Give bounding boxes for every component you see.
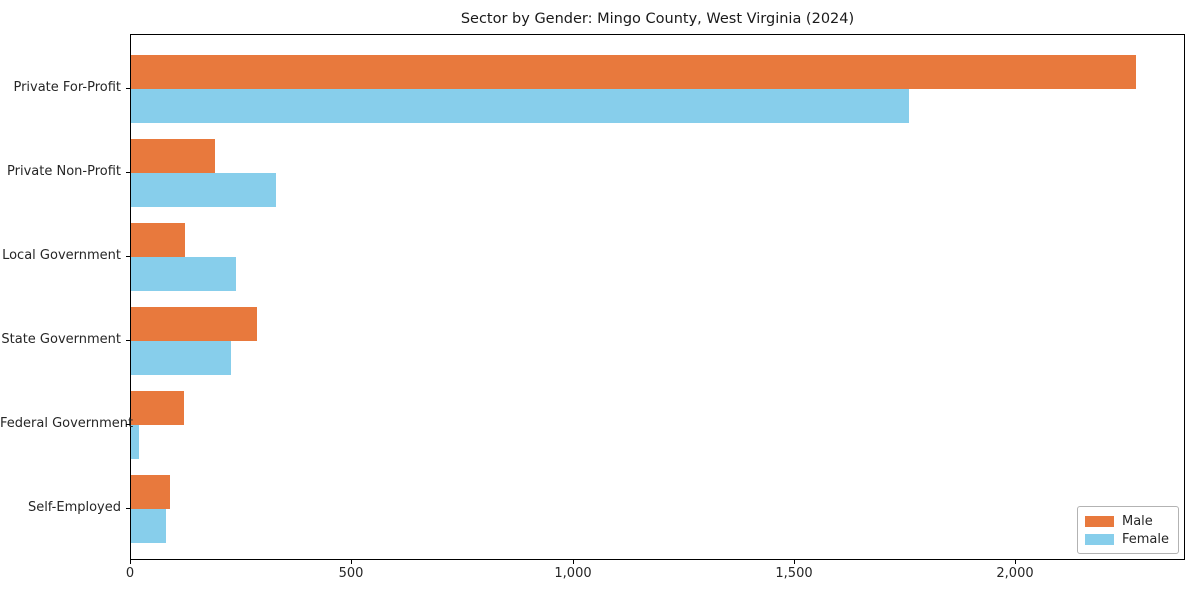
x-tick-mark: [351, 560, 352, 564]
x-tick-label: 0: [125, 566, 135, 581]
bar-female-3: [131, 257, 236, 291]
x-tick-label: 1,000: [554, 566, 592, 581]
y-tick-mark: [126, 340, 130, 341]
y-tick-label: Federal Government: [0, 416, 134, 431]
y-tick-mark: [126, 508, 130, 509]
legend-label: Male: [1121, 513, 1153, 529]
x-tick-label: 2,000: [996, 566, 1034, 581]
bar-male-2: [131, 139, 215, 173]
bar-male-5: [131, 391, 184, 425]
legend-swatch-male: [1084, 515, 1114, 527]
bar-female-2: [131, 173, 276, 207]
y-tick-label: Private For-Profit: [13, 80, 121, 95]
plot-area: Male Female: [130, 34, 1185, 560]
x-tick-mark: [573, 560, 574, 564]
bar-male-4: [131, 307, 257, 341]
legend-row: Female: [1084, 530, 1169, 548]
y-tick-mark: [126, 88, 130, 89]
y-tick-mark: [126, 256, 130, 257]
bar-female-6: [131, 509, 166, 543]
x-tick-mark: [1015, 560, 1016, 564]
y-tick-label: Self-Employed: [27, 500, 121, 515]
x-tick-mark: [794, 560, 795, 564]
y-tick-label: State Government: [1, 332, 121, 347]
bar-male-1: [131, 55, 1136, 89]
legend-label: Female: [1121, 531, 1169, 547]
x-tick-mark: [130, 560, 131, 564]
bar-female-4: [131, 341, 231, 375]
legend-swatch-female: [1084, 533, 1114, 545]
y-tick-label: Local Government: [2, 248, 121, 263]
x-tick-label: 500: [338, 566, 364, 581]
legend: Male Female: [1076, 506, 1179, 554]
y-tick-mark: [126, 172, 130, 173]
y-tick-label: Private Non-Profit: [7, 164, 121, 179]
bar-male-6: [131, 475, 170, 509]
x-tick-label: 1,500: [775, 566, 813, 581]
bar-female-5: [131, 425, 139, 459]
bar-female-1: [131, 89, 909, 123]
chart-title: Sector by Gender: Mingo County, West Vir…: [460, 11, 855, 27]
y-tick-mark: [126, 424, 130, 425]
legend-row: Male: [1084, 512, 1169, 530]
bar-male-3: [131, 223, 185, 257]
